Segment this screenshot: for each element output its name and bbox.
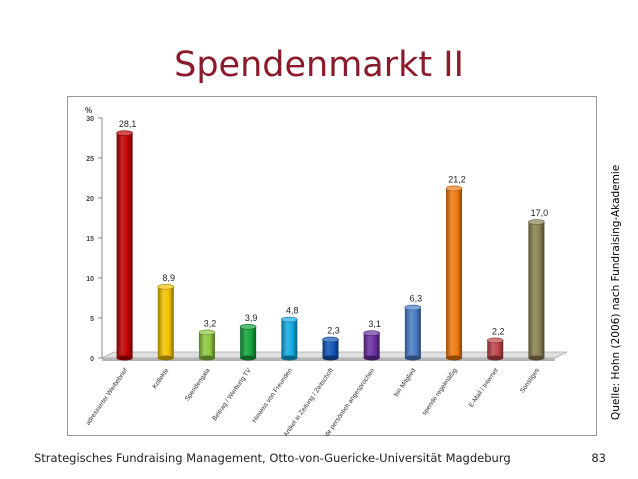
y-tick-label: 15 (86, 236, 94, 243)
bar-3 (199, 330, 215, 361)
bar-base (487, 356, 503, 361)
source-note: Quelle: Hohn (2006) nach Fundraising-Aka… (610, 165, 622, 420)
bar-value-label: 3,2 (204, 318, 217, 328)
bar-body (199, 332, 215, 358)
chart-back-wall (114, 112, 567, 352)
bar-value-label: 21,2 (448, 174, 466, 184)
bar-body (528, 222, 544, 358)
bar-8 (405, 305, 421, 360)
slide-title: Spendenmarkt II (0, 44, 638, 86)
bar-body (364, 333, 380, 358)
bar-body (281, 320, 297, 358)
bar-value-label: 6,3 (410, 294, 423, 304)
bar-base (199, 356, 215, 361)
bar-11 (528, 220, 544, 361)
y-tick-label: 10 (86, 276, 94, 283)
bar-cap (364, 331, 380, 336)
bar-cap (117, 131, 133, 136)
bar-base (281, 356, 297, 361)
bar-2 (158, 284, 174, 360)
bar-base (240, 356, 256, 361)
bar-5 (281, 317, 297, 360)
bar-chart: 0 5 10 15 20 25 30% 28,1 adressierter Werbebrief… (67, 96, 597, 436)
bar-10 (487, 338, 503, 361)
y-tick-label: 30 (86, 116, 94, 123)
bar-value-label: 4,8 (286, 306, 299, 316)
bar-7 (364, 331, 380, 361)
bar-cap (240, 324, 256, 329)
bar-cap (487, 338, 503, 343)
y-tick-label: 25 (86, 156, 94, 163)
bar-body (158, 287, 174, 358)
y-tick-label: 20 (86, 196, 94, 203)
bar-body (117, 133, 133, 358)
bar-body (240, 327, 256, 358)
bar-base (446, 356, 462, 361)
bar-value-label: 3,1 (368, 319, 381, 329)
bar-value-label: 2,2 (492, 326, 505, 336)
y-axis-label: % (85, 106, 92, 115)
bar-value-label: 3,9 (245, 313, 258, 323)
bar-base (158, 356, 174, 361)
bar-4 (240, 324, 256, 360)
bar-6 (323, 337, 339, 360)
bar-body (446, 188, 462, 358)
bar-cap (281, 317, 297, 322)
y-tick-label: 5 (90, 316, 94, 323)
bar-cap (199, 330, 215, 335)
bar-value-label: 8,9 (163, 273, 176, 283)
bar-base (405, 356, 421, 361)
page-number: 83 (591, 451, 606, 465)
bar-body (405, 308, 421, 358)
bar-value-label: 28,1 (119, 119, 137, 129)
bar-base (528, 356, 544, 361)
footer-text: Strategisches Fundraising Management, Ot… (34, 451, 511, 465)
bar-cap (323, 337, 339, 342)
bar-cap (528, 220, 544, 225)
bar-9 (446, 186, 462, 361)
bar-value-label: 17,0 (531, 208, 549, 218)
bar-value-label: 2,3 (327, 326, 340, 336)
bar-cap (405, 305, 421, 310)
bar-base (323, 356, 339, 361)
y-tick-label: 0 (90, 356, 94, 363)
bar-cap (446, 186, 462, 191)
bar-1 (117, 131, 133, 361)
bar-base (117, 356, 133, 361)
bar-cap (158, 284, 174, 289)
bar-base (364, 356, 380, 361)
